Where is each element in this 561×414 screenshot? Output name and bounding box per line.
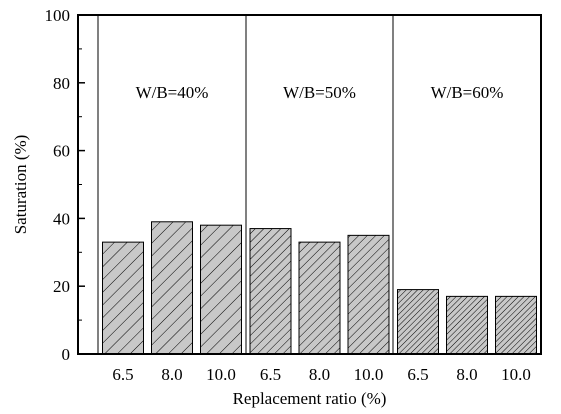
x-axis-title: Replacement ratio (%) [233,389,387,408]
y-tick-label: 100 [45,6,71,25]
x-tick-label: 6.5 [260,365,281,384]
x-tick-label: 6.5 [407,365,428,384]
x-tick-label: 10.0 [501,365,531,384]
group-labels: W/B=40% W/B=50% W/B=60% [136,83,504,102]
x-axis-ticks: 6.5 8.0 10.0 6.5 8.0 10.0 6.5 8.0 10.0 [112,365,531,384]
bar [397,289,439,355]
bar [298,241,341,355]
group-dividers [97,15,394,354]
x-tick-label: 8.0 [309,365,330,384]
bar [102,241,144,355]
bar [249,228,292,355]
y-axis-title: Saturation (%) [11,135,30,235]
group-label: W/B=50% [283,83,356,102]
y-tick-label: 80 [53,74,70,93]
group-label: W/B=60% [431,83,504,102]
y-axis-ticks: 0 20 40 60 80 100 [45,6,85,364]
bar [151,221,193,355]
x-tick-label: 8.0 [456,365,477,384]
y-tick-label: 20 [53,277,70,296]
y-tick-label: 60 [53,142,70,161]
group-label: W/B=40% [136,83,209,102]
bar [446,295,488,355]
bars-layer [102,221,537,355]
x-tick-label: 10.0 [206,365,236,384]
bar [495,295,537,355]
x-tick-label: 10.0 [354,365,384,384]
y-tick-label: 0 [62,345,71,364]
y-tick-label: 40 [53,209,70,228]
x-tick-label: 6.5 [112,365,133,384]
x-tick-label: 8.0 [161,365,182,384]
bar [347,234,390,355]
bar [200,224,242,355]
